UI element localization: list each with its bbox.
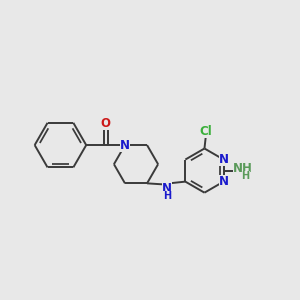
Text: H: H [242,171,250,181]
Text: O: O [101,116,111,130]
Text: N: N [162,182,172,195]
Text: N: N [120,139,130,152]
Text: H: H [163,191,171,201]
Text: Cl: Cl [199,125,212,138]
Text: N: N [219,175,229,188]
Text: NH: NH [232,162,252,175]
Text: N: N [219,153,229,166]
